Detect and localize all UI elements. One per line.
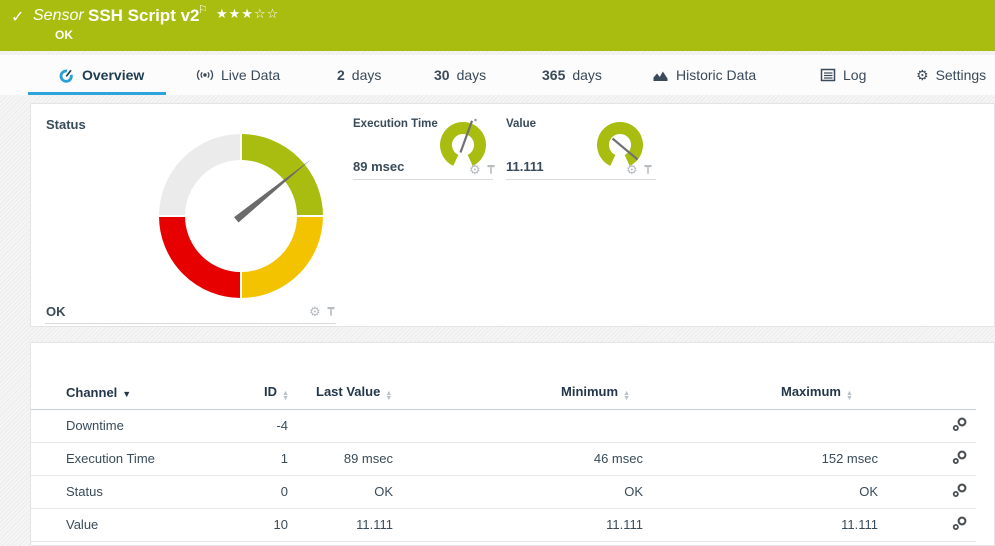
table-header-row: Channel ▼ ID ▲ ▼ Last Value ▲ ▼ Minimum ▲ ▼ Max…: [31, 377, 976, 410]
channel-name: Downtime: [31, 409, 256, 443]
channel-last: OK: [296, 475, 401, 509]
pin-icon[interactable]: [486, 164, 496, 176]
channel-last: 89 msec: [296, 442, 401, 476]
pin-icon[interactable]: [643, 164, 653, 176]
status-gauge-value: OK: [46, 304, 66, 319]
gear-icon[interactable]: ⚙: [309, 304, 321, 319]
execution-time-gauge: [440, 118, 486, 166]
gear-icon[interactable]: ⚙: [469, 162, 481, 177]
column-header-last-value[interactable]: Last Value ▲ ▼: [296, 377, 401, 410]
table-row: Value 10 11.111 11.111 11.111: [31, 508, 976, 542]
execution-time-gauge-label: Execution Time: [353, 118, 438, 130]
value-gauge: [597, 122, 643, 166]
channel-id: 0: [256, 475, 296, 509]
object-kind-label: Sensor: [33, 7, 84, 24]
channel-settings-icon[interactable]: [952, 449, 968, 465]
tab-label: Log: [843, 67, 867, 83]
channel-max: [651, 409, 886, 443]
table-row: Execution Time 1 89 msec 46 msec 152 mse…: [31, 442, 976, 476]
gear-icon[interactable]: ⚙: [626, 162, 638, 177]
tab-365-days[interactable]: 365 days: [542, 55, 602, 95]
sensor-title: SSH Script v2: [88, 6, 200, 25]
value-gauge-label: Value: [506, 118, 537, 130]
sort-icon: ▲ ▼: [385, 390, 393, 403]
gauge-icon: [59, 69, 73, 83]
tab-label: days: [351, 67, 382, 83]
tab-number: 365: [542, 67, 566, 83]
live-signal-icon: [196, 69, 214, 81]
table-row: Status 0 OK OK OK: [31, 475, 976, 509]
tab-label: days: [456, 67, 487, 83]
channel-min: OK: [401, 475, 651, 509]
execution-time-gauge-value: 89 msec: [353, 159, 405, 174]
status-gauge-label: Status: [46, 117, 86, 132]
tab-label: Settings: [935, 67, 987, 83]
channels-panel: Channel ▼ ID ▲ ▼ Last Value ▲ ▼ Minimum ▲ ▼ Max…: [30, 342, 995, 546]
channel-name: Execution Time: [31, 442, 256, 476]
tab-number: 30: [434, 67, 450, 83]
sensor-status-text: OK: [55, 28, 73, 42]
sensor-header-bar: ✓ Sensor SSH Script v2 ⚐ ★★★☆☆ OK: [0, 0, 995, 51]
channel-max: 152 msec: [651, 442, 886, 476]
channel-last: [296, 409, 401, 443]
column-header-maximum[interactable]: Maximum ▲ ▼: [651, 377, 886, 410]
tab-overview[interactable]: Overview: [27, 55, 167, 95]
gauge-needle: [611, 137, 639, 161]
tab-historic-data[interactable]: Historic Data: [652, 55, 756, 95]
sort-icon: ▲ ▼: [845, 390, 853, 403]
tab-label: Live Data: [221, 67, 281, 83]
channel-max: 11.111: [651, 508, 886, 542]
tab-label: Overview: [82, 67, 145, 83]
channels-table: Channel ▼ ID ▲ ▼ Last Value ▲ ▼ Minimum ▲ ▼ Max…: [31, 377, 976, 542]
tab-label: Historic Data: [676, 67, 757, 83]
status-gauge: [158, 133, 324, 299]
gauges-panel: Status OK ⚙ Execution Time 89 msec ⚙: [30, 103, 995, 327]
column-header-id[interactable]: ID ▲ ▼: [256, 377, 296, 410]
flag-icon[interactable]: ⚐: [198, 4, 208, 16]
channel-min: [401, 409, 651, 443]
channel-id: -4: [256, 409, 296, 443]
channel-settings-icon[interactable]: [952, 416, 968, 432]
table-row: Downtime -4: [31, 409, 976, 443]
log-list-icon: [820, 68, 836, 82]
channel-last: 11.111: [296, 508, 401, 542]
area-chart-icon: [653, 71, 668, 81]
channel-id: 10: [256, 508, 296, 542]
value-gauge-value: 11.111: [506, 159, 544, 174]
column-header-channel[interactable]: Channel ▼: [31, 377, 256, 410]
status-gauge-controls: ⚙: [309, 304, 336, 319]
gear-icon: ⚙: [916, 66, 929, 83]
gauge-needle: [459, 120, 474, 153]
pin-icon[interactable]: [326, 306, 336, 318]
channel-name: Value: [31, 508, 256, 542]
sort-icon: ▲ ▼: [282, 390, 289, 403]
execution-time-gauge-controls: ⚙: [469, 162, 496, 177]
column-header-minimum[interactable]: Minimum ▲ ▼: [401, 377, 651, 410]
tab-log[interactable]: Log: [820, 55, 866, 95]
channel-settings-icon[interactable]: [952, 482, 968, 498]
tab-bar: Overview Live Data 2 days 30 days 365 da…: [0, 55, 995, 95]
tab-number: 2: [337, 67, 345, 83]
tab-live-data[interactable]: Live Data: [196, 55, 280, 95]
tab-label: days: [572, 67, 602, 83]
tab-30-days[interactable]: 30 days: [434, 55, 486, 95]
channel-settings-icon[interactable]: [952, 515, 968, 531]
channel-min: 46 msec: [401, 442, 651, 476]
value-gauge-controls: ⚙: [626, 162, 653, 177]
tab-settings[interactable]: ⚙ Settings: [916, 55, 986, 95]
gauge-needle: [234, 159, 311, 223]
priority-stars[interactable]: ★★★☆☆: [216, 6, 280, 21]
channel-min: 11.111: [401, 508, 651, 542]
sort-icon: ▲ ▼: [623, 390, 630, 403]
sort-desc-icon: ▼: [122, 389, 132, 400]
ok-check-icon: ✓: [11, 9, 25, 26]
channel-name: Status: [31, 475, 256, 509]
tab-2-days[interactable]: 2 days: [337, 55, 381, 95]
channel-max: OK: [651, 475, 886, 509]
channel-id: 1: [256, 442, 296, 476]
